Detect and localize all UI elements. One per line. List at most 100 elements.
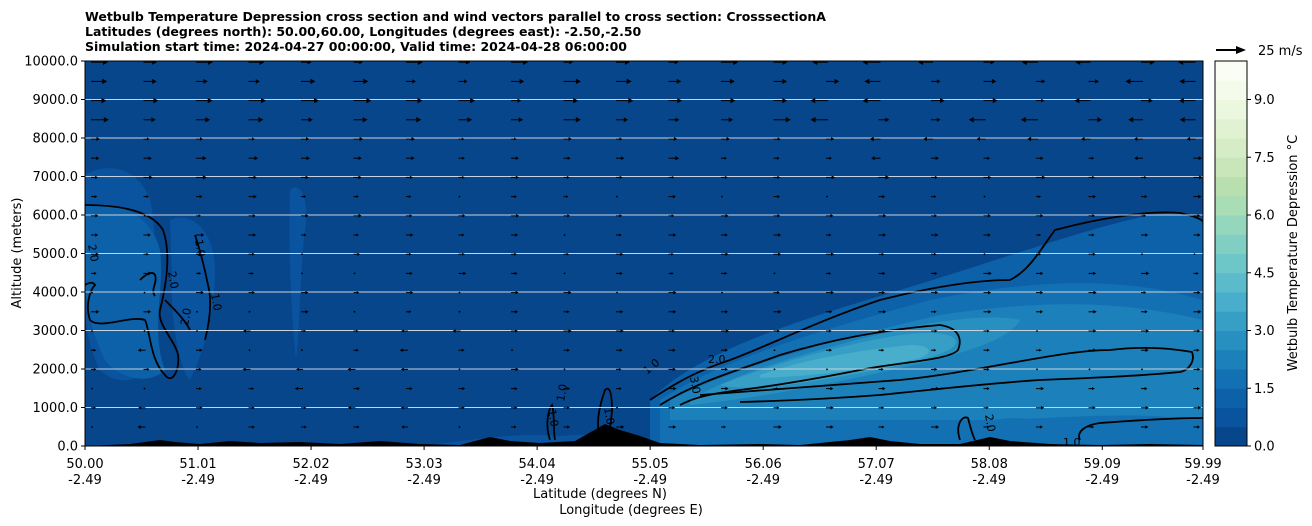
wind-vector-head — [411, 137, 416, 141]
wind-vector-dot — [1036, 368, 1038, 371]
colorbar-segment — [1215, 195, 1247, 216]
wind-vector-dot — [91, 291, 93, 294]
wind-vector-head — [991, 78, 997, 84]
wind-vector-head — [671, 214, 675, 218]
wind-vector-head — [986, 329, 990, 333]
wind-vector-head — [1092, 252, 1096, 256]
colorbar-frame — [1214, 60, 1248, 447]
wind-vector-dot — [616, 195, 618, 198]
wind-vector-head — [619, 348, 623, 352]
colorbar-segment — [1215, 369, 1247, 389]
wind-vector-head — [871, 156, 875, 161]
wind-key-label: 25 m/s — [1258, 44, 1303, 59]
wind-vector-head — [96, 137, 101, 141]
wind-vector-dot — [773, 368, 776, 371]
colorbar-tick-label: 0.0 — [1254, 440, 1275, 455]
wind-vector-head — [934, 175, 938, 180]
wind-vector-dot — [616, 291, 618, 294]
wind-vector-head — [146, 367, 150, 371]
wind-vector-head — [1197, 290, 1201, 295]
colorbar-segment — [1215, 272, 1247, 293]
wind-vector-head — [95, 252, 100, 257]
wind-vector-head — [566, 252, 570, 256]
wind-vector-dot — [248, 310, 251, 313]
wind-vector-dot — [353, 310, 356, 313]
contour-line-left-hook — [139, 272, 157, 297]
contour-lines — [85, 204, 1203, 441]
wind-vector-head — [347, 367, 351, 372]
colorbar-segment — [1215, 215, 1247, 235]
wind-vector-head — [1249, 310, 1252, 313]
wind-vector-head — [252, 214, 256, 218]
wind-vector-head — [1178, 61, 1184, 65]
wind-vector-head — [828, 233, 832, 237]
colorbar-segment — [1215, 407, 1247, 428]
wind-vector-head — [417, 97, 423, 104]
wind-vector-head — [515, 367, 519, 372]
wind-vector-head — [1041, 98, 1045, 103]
wind-vector-head — [1038, 252, 1042, 256]
wind-vector-head — [409, 386, 413, 391]
wind-vector-head — [831, 175, 836, 180]
x-tick-label-lon: -2.49 — [407, 473, 441, 488]
wind-vector-head — [1179, 117, 1185, 123]
wind-vector-head — [252, 425, 256, 429]
wind-vector-head — [148, 271, 152, 276]
wind-vector-head — [1091, 233, 1095, 237]
wind-vector-head — [882, 290, 886, 295]
wind-vector-head — [408, 310, 412, 314]
colorbar-segment — [1215, 61, 1247, 81]
wind-vector-head — [671, 252, 675, 256]
wind-vector-head — [628, 97, 634, 104]
wind-vector-head — [1249, 291, 1252, 294]
wind-vector-head — [881, 425, 885, 429]
wind-vector-head — [304, 425, 307, 429]
wind-vector-dot — [1036, 330, 1038, 332]
wind-vector-head — [935, 290, 939, 295]
wind-vector-head — [199, 252, 203, 256]
x-tick-label-lat: 53.03 — [405, 457, 442, 472]
wind-vector-head — [567, 156, 571, 160]
wind-vector-head — [307, 61, 312, 65]
x-tick-label-lat: 59.09 — [1084, 457, 1121, 472]
wind-vector-head — [416, 117, 422, 123]
wind-vector-dot — [721, 291, 723, 294]
y-tick-label: 5000.0 — [33, 247, 79, 262]
wind-vector-head — [1093, 329, 1097, 333]
wind-vector-head — [1093, 290, 1097, 295]
y-tick-label: 6000.0 — [33, 209, 79, 224]
wind-vector-head — [1144, 387, 1148, 391]
wind-vector-head — [1198, 156, 1203, 161]
wind-vector-head — [1020, 117, 1026, 123]
wind-vector-head — [829, 156, 832, 160]
wind-vector-head — [933, 310, 937, 314]
wind-vector-head — [1040, 271, 1044, 276]
wind-vector-head — [1027, 136, 1032, 142]
wind-vector-head — [1145, 329, 1150, 333]
wind-vector-head — [725, 310, 729, 314]
wind-vector-head — [724, 367, 728, 372]
wind-vector-head — [362, 117, 368, 123]
wind-vector-head — [1021, 61, 1027, 65]
colorbar-label: Wetbulb Temperature Depression °C — [1286, 135, 1301, 372]
wind-vector-dot — [983, 253, 986, 256]
wind-vector-head — [885, 117, 890, 123]
contour-label-13: 1.0 — [1063, 436, 1081, 449]
wind-vector-head — [1092, 271, 1097, 276]
wind-vector-head — [830, 425, 834, 429]
wind-vector-head — [620, 156, 625, 161]
wind-vector-head — [726, 137, 731, 141]
wind-vector-head — [881, 348, 885, 352]
wind-vector-head — [776, 406, 780, 410]
wind-vector-head — [305, 214, 309, 218]
wind-vector-head — [1199, 175, 1203, 180]
wind-vector-dot — [1088, 368, 1091, 371]
wind-vector-head — [1093, 348, 1097, 353]
wind-vector-head — [992, 97, 998, 104]
wind-vector-head — [515, 310, 519, 314]
wind-vector-head — [251, 387, 255, 391]
wind-vector-head — [828, 271, 832, 275]
wind-vector-head — [673, 290, 677, 295]
wind-vector-head — [200, 233, 205, 237]
wind-vector-head — [1092, 214, 1096, 218]
